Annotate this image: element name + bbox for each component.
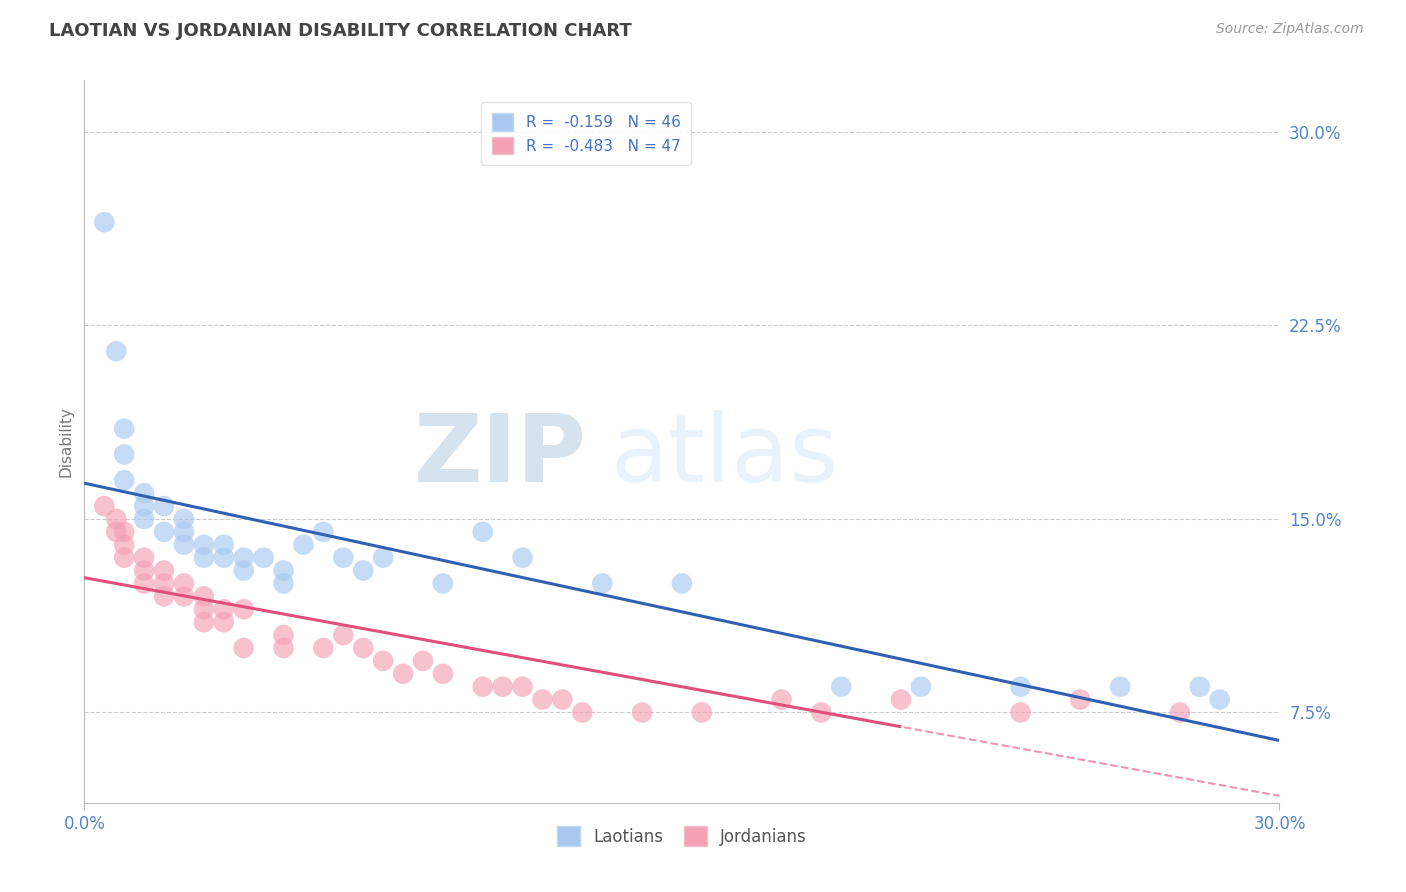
Point bbox=[212, 550, 235, 565]
Point bbox=[105, 344, 128, 359]
Point bbox=[232, 564, 254, 578]
Point bbox=[631, 706, 654, 720]
Point bbox=[93, 215, 115, 229]
Point bbox=[810, 706, 832, 720]
Text: atlas: atlas bbox=[610, 410, 838, 502]
Point bbox=[173, 524, 195, 539]
Point bbox=[571, 706, 593, 720]
Text: Source: ZipAtlas.com: Source: ZipAtlas.com bbox=[1216, 22, 1364, 37]
Point bbox=[312, 524, 335, 539]
Point bbox=[373, 550, 395, 565]
Point bbox=[1109, 680, 1132, 694]
Point bbox=[105, 524, 128, 539]
Point bbox=[232, 640, 254, 655]
Point bbox=[112, 447, 135, 461]
Point bbox=[373, 654, 395, 668]
Point bbox=[273, 576, 295, 591]
Point bbox=[232, 550, 254, 565]
Point bbox=[1069, 692, 1091, 706]
Point bbox=[93, 499, 115, 513]
Point bbox=[1010, 680, 1032, 694]
Point bbox=[193, 590, 215, 604]
Point bbox=[173, 590, 195, 604]
Point bbox=[132, 499, 156, 513]
Point bbox=[292, 538, 315, 552]
Point bbox=[531, 692, 554, 706]
Point bbox=[212, 538, 235, 552]
Point bbox=[153, 564, 176, 578]
Point bbox=[770, 692, 793, 706]
Point bbox=[132, 512, 156, 526]
Point bbox=[1209, 692, 1232, 706]
Point bbox=[471, 524, 494, 539]
Point bbox=[432, 666, 454, 681]
Point bbox=[132, 576, 156, 591]
Point bbox=[392, 666, 415, 681]
Point bbox=[1168, 706, 1191, 720]
Legend: Laotians, Jordanians: Laotians, Jordanians bbox=[550, 820, 814, 852]
Point bbox=[1188, 680, 1211, 694]
Point bbox=[112, 473, 135, 487]
Point bbox=[432, 576, 454, 591]
Point bbox=[173, 512, 195, 526]
Point bbox=[132, 564, 156, 578]
Point bbox=[253, 550, 276, 565]
Point bbox=[512, 680, 534, 694]
Point bbox=[173, 576, 195, 591]
Point bbox=[591, 576, 613, 591]
Point bbox=[173, 538, 195, 552]
Point bbox=[352, 564, 374, 578]
Point bbox=[332, 628, 354, 642]
Point bbox=[352, 640, 374, 655]
Point bbox=[193, 615, 215, 630]
Point bbox=[512, 550, 534, 565]
Point bbox=[153, 499, 176, 513]
Point bbox=[273, 640, 295, 655]
Point bbox=[312, 640, 335, 655]
Point bbox=[193, 602, 215, 616]
Point bbox=[112, 524, 135, 539]
Point bbox=[671, 576, 693, 591]
Point bbox=[830, 680, 852, 694]
Point bbox=[112, 550, 135, 565]
Point bbox=[132, 550, 156, 565]
Point bbox=[492, 680, 515, 694]
Point bbox=[212, 615, 235, 630]
Text: LAOTIAN VS JORDANIAN DISABILITY CORRELATION CHART: LAOTIAN VS JORDANIAN DISABILITY CORRELAT… bbox=[49, 22, 631, 40]
Point bbox=[153, 590, 176, 604]
Point bbox=[105, 512, 128, 526]
Point bbox=[890, 692, 912, 706]
Point bbox=[273, 564, 295, 578]
Point bbox=[471, 680, 494, 694]
Point bbox=[132, 486, 156, 500]
Point bbox=[212, 602, 235, 616]
Point bbox=[412, 654, 434, 668]
Point bbox=[273, 628, 295, 642]
Point bbox=[112, 422, 135, 436]
Point bbox=[193, 550, 215, 565]
Point bbox=[690, 706, 713, 720]
Point bbox=[232, 602, 254, 616]
Point bbox=[910, 680, 932, 694]
Point bbox=[193, 538, 215, 552]
Point bbox=[153, 576, 176, 591]
Point bbox=[332, 550, 354, 565]
Point bbox=[112, 538, 135, 552]
Text: ZIP: ZIP bbox=[413, 410, 586, 502]
Point bbox=[551, 692, 574, 706]
Y-axis label: Disability: Disability bbox=[58, 406, 73, 477]
Point bbox=[153, 524, 176, 539]
Point bbox=[1010, 706, 1032, 720]
